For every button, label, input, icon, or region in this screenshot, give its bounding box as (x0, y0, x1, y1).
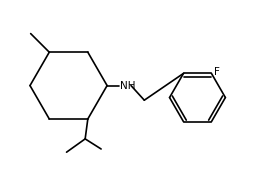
Text: F: F (214, 67, 220, 77)
Text: NH: NH (120, 81, 135, 91)
